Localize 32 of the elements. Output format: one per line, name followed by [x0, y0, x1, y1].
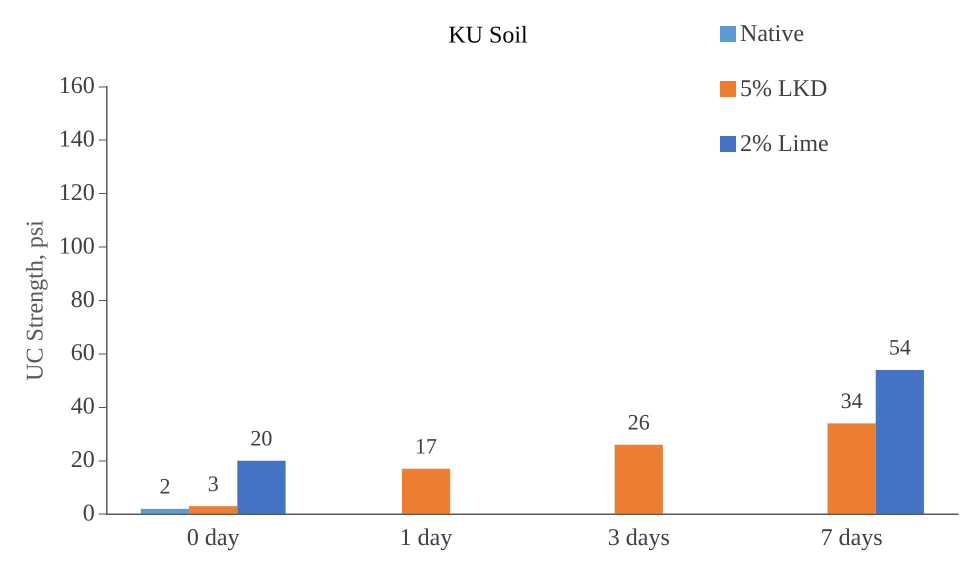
bar [140, 508, 190, 514]
legend-label: 5% LKD [740, 76, 828, 102]
y-tick-label: 120 [58, 180, 95, 206]
legend-label: Native [740, 20, 804, 48]
y-tick-label: 0 [82, 500, 95, 526]
y-tick-label: 80 [70, 286, 95, 313]
data-label: 3 [208, 470, 219, 496]
data-label: 2 [159, 474, 170, 499]
bar [189, 506, 238, 514]
data-label: 54 [888, 334, 911, 360]
bar [237, 460, 286, 514]
data-label: 17 [415, 434, 437, 459]
data-label: 26 [628, 410, 650, 435]
bar [614, 444, 663, 514]
y-axis-title: UC Strength, psi [22, 220, 49, 381]
data-label: 34 [840, 388, 863, 414]
chart-title: KU Soil [448, 22, 528, 49]
bar [876, 370, 924, 514]
y-tick-label: 160 [58, 73, 95, 100]
x-tick-label: 1 day [400, 524, 452, 551]
y-tick-label: 60 [70, 340, 95, 366]
y-tick-label: 140 [58, 126, 95, 153]
x-tick-label: 0 day [186, 524, 240, 551]
bar [827, 423, 876, 514]
x-tick-label: 3 days [608, 524, 670, 551]
y-tick-label: 20 [70, 447, 95, 474]
bar [402, 468, 450, 514]
legend-label: 2% Lime [740, 130, 829, 158]
x-tick-label: 7 days [820, 524, 883, 551]
y-tick-label: 40 [70, 394, 95, 420]
data-label: 20 [250, 426, 272, 451]
y-tick-label: 100 [58, 233, 95, 260]
